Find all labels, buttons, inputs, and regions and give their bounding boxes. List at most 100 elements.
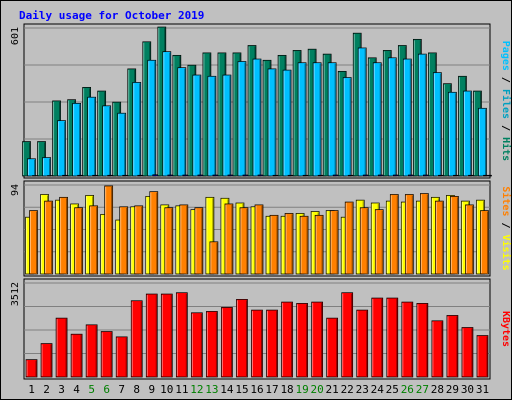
x-tick-label: 3 <box>58 383 65 396</box>
bar-kbytes-day-10 <box>161 294 172 377</box>
bar-kbytes-day-19 <box>297 303 308 377</box>
x-tick-label: 5 <box>88 383 95 396</box>
bar-files-day-9 <box>148 60 156 176</box>
bar-sites-day-10 <box>165 208 173 274</box>
bar-files-day-10 <box>163 52 171 176</box>
bar-files-day-26 <box>403 59 411 176</box>
bar-files-day-31 <box>478 108 486 176</box>
panel-kbytes: 3512 KBytes <box>10 279 511 379</box>
x-tick-label: 27 <box>416 383 429 396</box>
bar-sites-day-30 <box>465 205 473 274</box>
bar-sites-day-19 <box>300 216 308 274</box>
x-tick-label: 8 <box>133 383 140 396</box>
bar-files-day-29 <box>448 92 456 176</box>
bar-files-day-15 <box>238 61 246 176</box>
bar-sites-day-16 <box>255 205 263 274</box>
bar-kbytes-day-14 <box>221 307 232 377</box>
series-label-part: Pages <box>500 41 511 71</box>
x-tick-label: 28 <box>431 383 444 396</box>
x-tick-label: 13 <box>205 383 218 396</box>
x-tick-label: 21 <box>326 383 339 396</box>
x-tick-label: 24 <box>371 383 385 396</box>
bar-kbytes-day-18 <box>282 302 293 377</box>
bar-kbytes-day-5 <box>86 325 97 377</box>
x-tick-label: 6 <box>103 383 110 396</box>
bar-kbytes-day-25 <box>387 298 398 377</box>
series-label-part: / <box>500 216 511 234</box>
bar-kbytes-day-21 <box>327 318 338 377</box>
bar-sites-day-15 <box>240 208 248 274</box>
y-max-label: 3512 <box>10 282 21 306</box>
series-label-part: / <box>500 71 511 89</box>
x-tick-label: 7 <box>118 383 125 396</box>
series-label-part: Visits <box>500 235 512 271</box>
bar-sites-day-6 <box>105 186 113 274</box>
x-tick-label: 16 <box>250 383 263 396</box>
bar-sites-day-21 <box>330 211 338 274</box>
bar-files-day-3 <box>58 121 66 176</box>
series-label-part: Sites <box>500 186 512 216</box>
series-label: KBytes <box>500 311 511 347</box>
bar-files-day-20 <box>313 63 321 176</box>
x-tick-label: 14 <box>220 383 234 396</box>
bar-kbytes-day-12 <box>191 313 202 377</box>
series-label-part: / <box>500 119 511 137</box>
series-label-part: Hits <box>500 137 512 161</box>
bar-sites-day-27 <box>420 194 428 274</box>
bar-files-day-13 <box>208 76 216 176</box>
bar-files-day-7 <box>118 113 126 176</box>
bar-sites-day-14 <box>225 204 233 274</box>
chart-title: Daily usage for October 2019 <box>19 9 204 22</box>
bar-kbytes-day-26 <box>402 302 413 377</box>
bar-kbytes-day-23 <box>357 310 368 377</box>
bar-sites-day-7 <box>120 207 128 274</box>
bar-kbytes-day-7 <box>116 337 127 377</box>
bar-sites-day-31 <box>480 211 488 274</box>
bar-files-day-30 <box>463 91 471 176</box>
bar-sites-day-18 <box>285 213 293 274</box>
bar-files-day-17 <box>268 69 276 176</box>
x-tick-label: 25 <box>386 383 399 396</box>
bar-sites-day-3 <box>60 197 68 274</box>
bar-kbytes-day-13 <box>206 311 217 377</box>
series-label: Sites / Visits <box>500 186 512 270</box>
bar-files-day-24 <box>373 63 381 176</box>
bar-files-day-2 <box>43 158 51 176</box>
bar-files-day-18 <box>283 70 291 176</box>
bar-sites-day-4 <box>75 208 83 274</box>
bar-files-day-22 <box>343 77 351 176</box>
bar-sites-day-1 <box>30 211 38 274</box>
series-label-part: Files <box>500 89 512 119</box>
bar-files-day-8 <box>133 82 141 176</box>
bar-sites-day-23 <box>360 208 368 274</box>
bar-files-day-28 <box>433 73 441 176</box>
x-tick-label: 18 <box>280 383 293 396</box>
bar-kbytes-day-4 <box>71 334 82 377</box>
x-tick-label: 19 <box>295 383 308 396</box>
bar-sites-day-12 <box>195 208 203 274</box>
bar-files-day-27 <box>418 54 426 176</box>
x-tick-label: 17 <box>265 383 278 396</box>
bar-kbytes-day-22 <box>342 293 353 377</box>
x-tick-label: 29 <box>446 383 459 396</box>
bar-kbytes-day-11 <box>176 293 187 377</box>
bar-kbytes-day-9 <box>146 294 157 377</box>
x-tick-label: 23 <box>356 383 369 396</box>
bar-kbytes-day-24 <box>372 298 383 377</box>
series-label: Pages / Files / Hits <box>500 41 512 161</box>
series-label-part: KBytes <box>500 311 511 347</box>
bar-pages-day-31 <box>483 175 491 176</box>
bar-kbytes-day-27 <box>417 303 428 377</box>
bar-kbytes-day-6 <box>101 331 112 377</box>
bar-sites-day-2 <box>45 201 53 274</box>
bar-files-day-21 <box>328 63 336 176</box>
bar-sites-day-20 <box>315 215 323 274</box>
bar-kbytes-day-1 <box>26 360 37 377</box>
x-tick-label: 30 <box>461 383 474 396</box>
bar-kbytes-day-3 <box>56 318 67 377</box>
